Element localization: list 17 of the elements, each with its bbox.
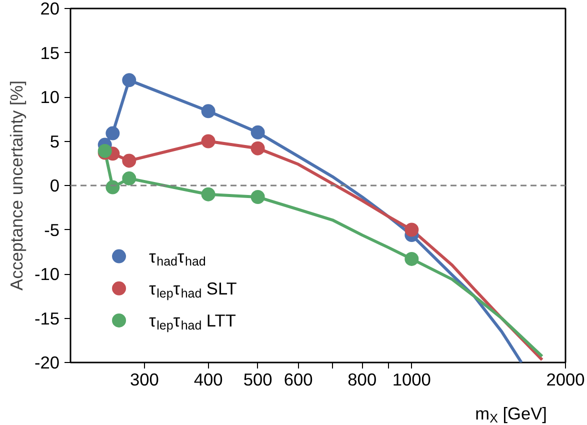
x-tick-label: 1000 — [392, 370, 431, 390]
y-tick-label: 0 — [50, 176, 60, 196]
x-tick-label: 400 — [194, 370, 223, 390]
y-tick-label: 15 — [40, 42, 60, 63]
y-tick-label: -10 — [34, 264, 60, 284]
x-tick-label: 300 — [130, 370, 159, 390]
y-tick-label: 20 — [40, 0, 60, 18]
y-tick-label: 5 — [50, 131, 60, 152]
x-tick-label: 500 — [243, 370, 272, 390]
x-tick-label: 800 — [348, 370, 377, 390]
y-tick-label: 10 — [40, 87, 60, 107]
y-axis-title: Acceptance uncertainty [%] — [6, 80, 26, 290]
y-tick-label: -20 — [34, 352, 60, 372]
y-tick-label: -15 — [34, 308, 60, 328]
x-tick-label: 600 — [284, 370, 313, 390]
x-tick-label: 2000 — [546, 370, 585, 390]
y-tick-label: -5 — [44, 220, 60, 240]
